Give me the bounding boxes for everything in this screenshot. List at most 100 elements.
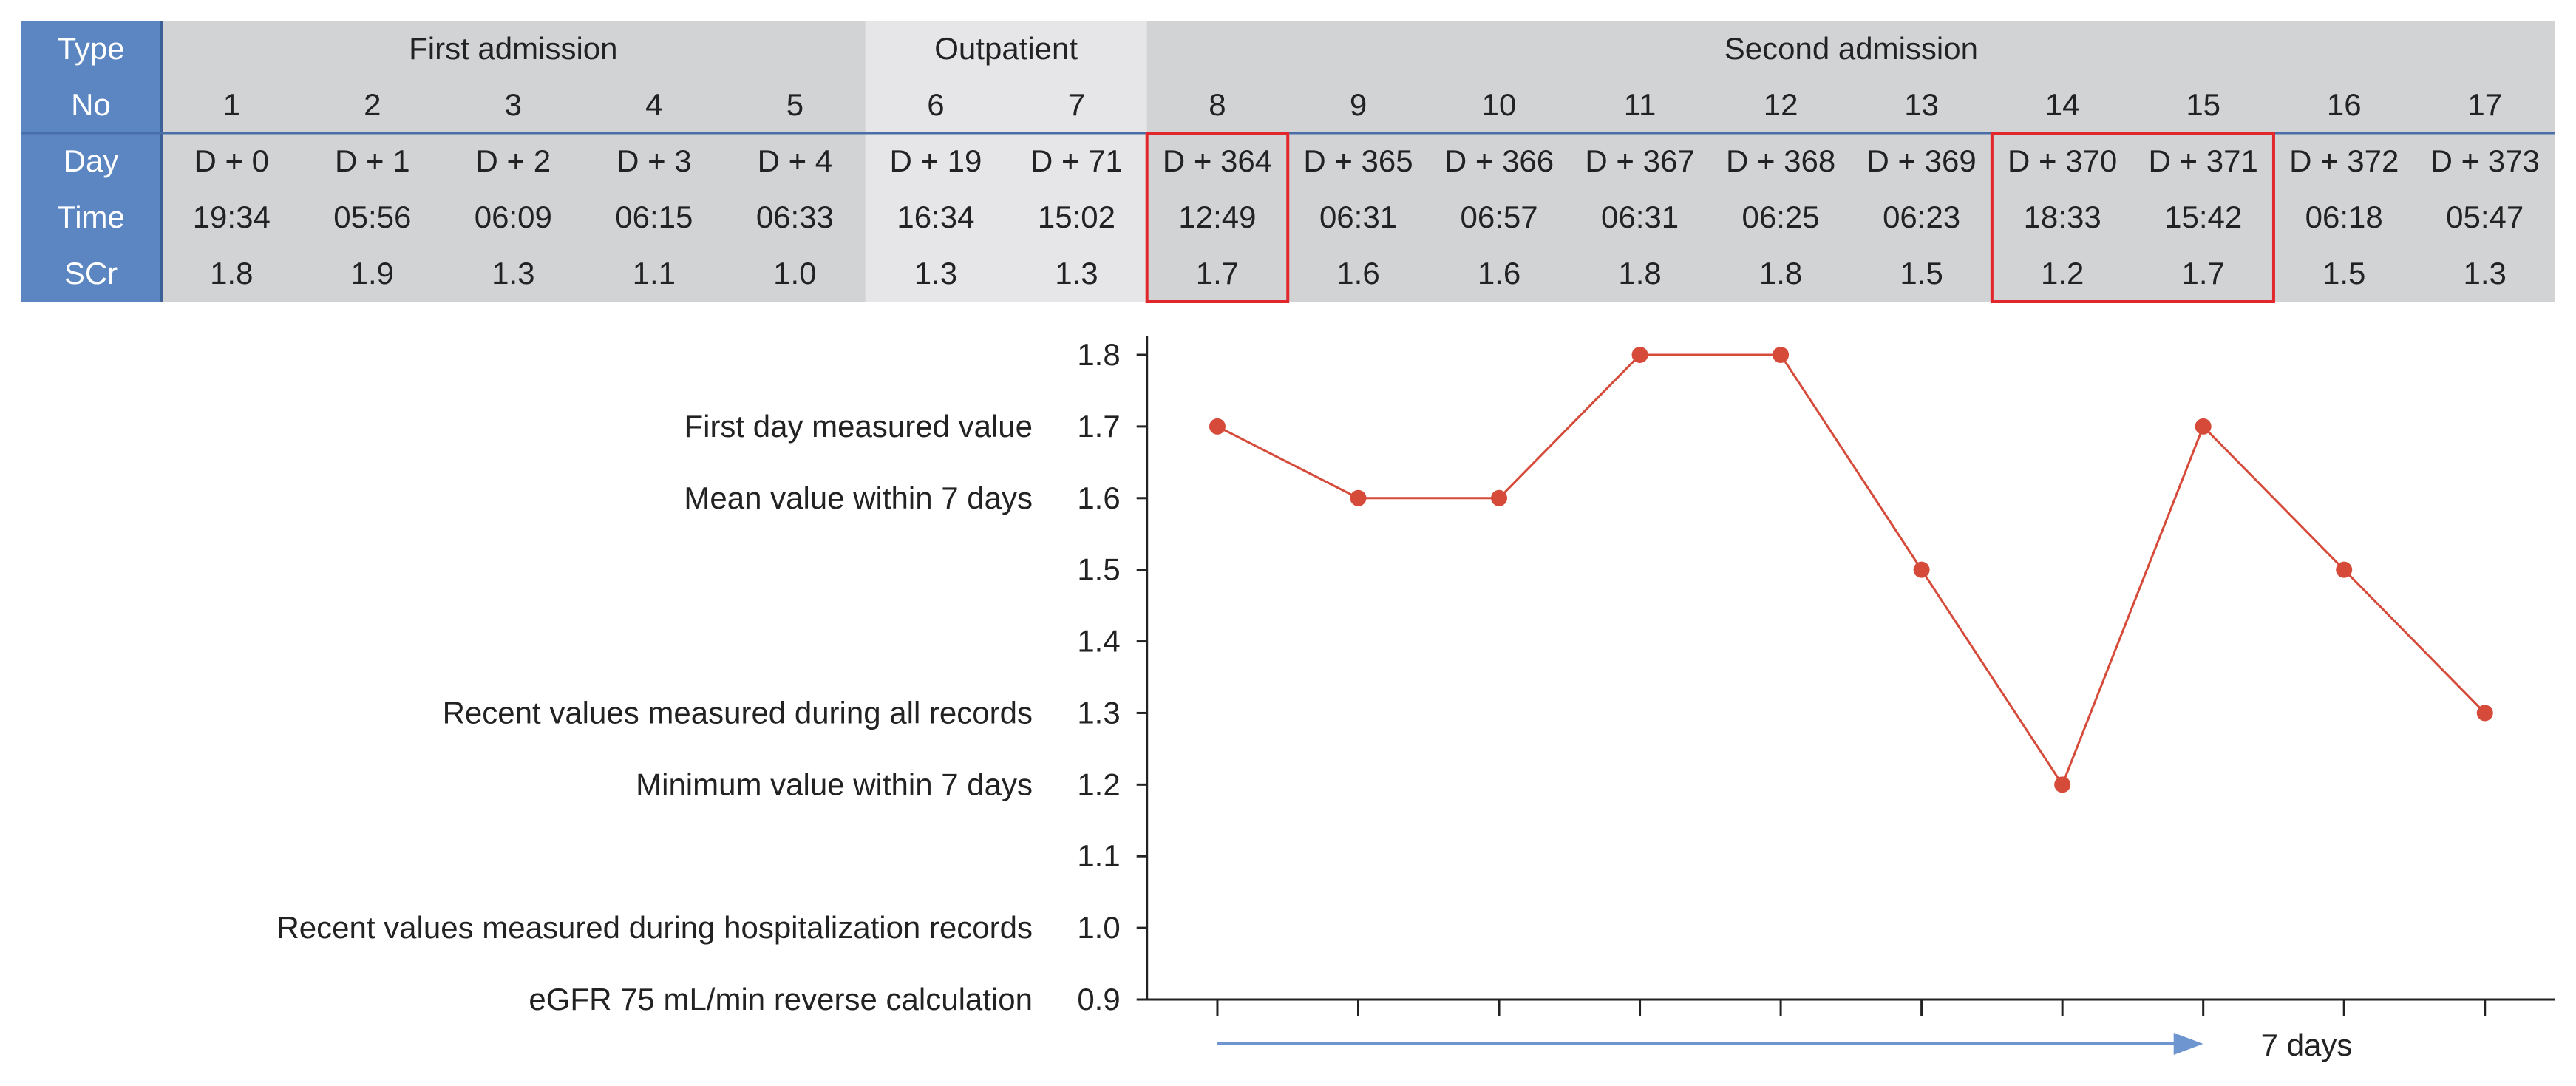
annotation-label: First day measured value: [684, 409, 1033, 444]
cell-scr: 1.5: [2322, 256, 2365, 291]
scr-data-point: [2336, 561, 2353, 578]
cell-scr: 1.8: [210, 256, 253, 291]
annotation-label: Recent values measured during hospitaliz…: [276, 910, 1033, 945]
cell-time: 15:42: [2164, 200, 2242, 234]
group-label: Second admission: [1724, 31, 1978, 66]
cell-time: 18:33: [2024, 200, 2101, 234]
seven-day-label: 7 days: [2261, 1028, 2353, 1062]
cell-day: D + 71: [1030, 143, 1123, 178]
cell-no: 7: [1068, 87, 1085, 122]
cell-no: 4: [645, 87, 662, 122]
cell-no: 16: [2327, 87, 2362, 122]
cell-time: 05:47: [2446, 200, 2524, 234]
cell-no: 9: [1350, 87, 1367, 122]
cell-scr: 1.6: [1478, 256, 1520, 291]
y-tick-label: 1.8: [1077, 337, 1120, 372]
y-tick-label: 1.0: [1077, 910, 1120, 945]
y-tick-label: 1.3: [1077, 695, 1120, 730]
y-tick-label: 0.9: [1077, 982, 1120, 1017]
cell-scr: 1.7: [2181, 256, 2224, 291]
cell-scr: 1.1: [633, 256, 676, 291]
highlight-box: [1145, 132, 1290, 303]
scr-data-point: [2195, 418, 2212, 435]
cell-no: 15: [2186, 87, 2220, 122]
group-label: Outpatient: [934, 31, 1078, 66]
cell-time: 06:31: [1319, 200, 1397, 234]
scr-data-point: [2476, 705, 2493, 722]
scr-series-line: [1217, 353, 2486, 787]
scr-line-chart: 1.8 1.7 1.6 1.5 1.4 1.3 1.2 1.1 1.0 0.9 First day …: [276, 336, 2555, 1062]
cell-time: 06:25: [1742, 200, 1820, 234]
outpatient-band: [865, 21, 1147, 302]
cell-time: 06:23: [1883, 200, 1960, 234]
cell-no: 11: [1624, 87, 1656, 122]
cell-no: 8: [1209, 87, 1226, 122]
cell-scr: 1.6: [1336, 256, 1379, 291]
cell-day: D + 369: [1866, 143, 1976, 178]
cell-scr: 1.7: [1196, 256, 1239, 291]
annotation-label: eGFR 75 mL/min reverse calculation: [529, 982, 1033, 1017]
y-tick-label: 1.4: [1077, 624, 1120, 659]
table-body-background: [161, 21, 2555, 302]
cell-scr: 1.9: [351, 256, 394, 291]
scr-data-point: [1773, 347, 1790, 363]
cell-scr: 1.2: [2041, 256, 2084, 291]
cell-day: D + 366: [1444, 143, 1554, 178]
cell-day: D + 19: [889, 143, 982, 178]
cell-time: 19:34: [193, 200, 271, 234]
cell-day: D + 365: [1303, 143, 1413, 178]
row-label-day: Day: [64, 143, 119, 178]
cell-day: D + 4: [758, 143, 833, 178]
cell-no: 10: [1482, 87, 1517, 122]
row-label-type: Type: [57, 31, 124, 66]
y-tick-label: 1.2: [1077, 767, 1120, 801]
scr-table: Type No Day Time SCr First admission Outpatien…: [21, 21, 2555, 303]
cell-no: 12: [1764, 87, 1798, 122]
cell-day: D + 1: [335, 143, 410, 178]
y-tick-label: 1.1: [1077, 838, 1120, 873]
cell-no: 6: [927, 87, 944, 122]
group-label: First admission: [409, 31, 617, 66]
y-tick-label: 1.7: [1077, 409, 1120, 444]
cell-no: 5: [786, 87, 803, 122]
cell-scr: 1.3: [914, 256, 957, 291]
cell-time: 06:57: [1460, 200, 1537, 234]
arrow-head-icon: [2173, 1033, 2203, 1055]
cell-time: 15:02: [1038, 200, 1115, 234]
y-tick-label: 1.5: [1077, 552, 1120, 587]
cell-day: D + 3: [616, 143, 692, 178]
cell-scr: 1.8: [1618, 256, 1661, 291]
cell-time: 06:09: [475, 200, 552, 234]
cell-time: 06:15: [615, 200, 693, 234]
cell-day: D + 371: [2149, 143, 2258, 178]
cell-time: 16:34: [897, 200, 974, 234]
cell-no: 3: [505, 87, 522, 122]
cell-no: 2: [364, 87, 381, 122]
cell-time: 06:18: [2305, 200, 2383, 234]
highlight-box: [1990, 132, 2275, 303]
annotation-label: Mean value within 7 days: [684, 481, 1033, 515]
cell-scr: 1.3: [2464, 256, 2507, 291]
cell-time: 06:31: [1601, 200, 1679, 234]
scr-data-point: [1913, 561, 1930, 578]
cell-no: 14: [2045, 87, 2080, 122]
cell-time: 05:56: [333, 200, 411, 234]
row-label-column: [21, 21, 161, 302]
row-label-time: Time: [57, 200, 125, 234]
cell-day: D + 0: [194, 143, 269, 178]
cell-day: D + 2: [476, 143, 551, 178]
scr-data-point: [1209, 418, 1226, 435]
cell-time: 12:49: [1178, 200, 1256, 234]
cell-no: 1: [223, 87, 240, 122]
cell-day: D + 367: [1585, 143, 1694, 178]
scr-data-point: [1631, 347, 1648, 363]
cell-day: D + 364: [1163, 143, 1272, 178]
cell-day: D + 373: [2430, 143, 2540, 178]
y-tick-label: 1.6: [1077, 481, 1120, 515]
cell-scr: 1.8: [1759, 256, 1802, 291]
cell-day: D + 370: [2008, 143, 2117, 178]
cell-no: 17: [2467, 87, 2502, 122]
row-label-scr: SCr: [64, 256, 118, 291]
annotation-label: Minimum value within 7 days: [636, 767, 1033, 801]
